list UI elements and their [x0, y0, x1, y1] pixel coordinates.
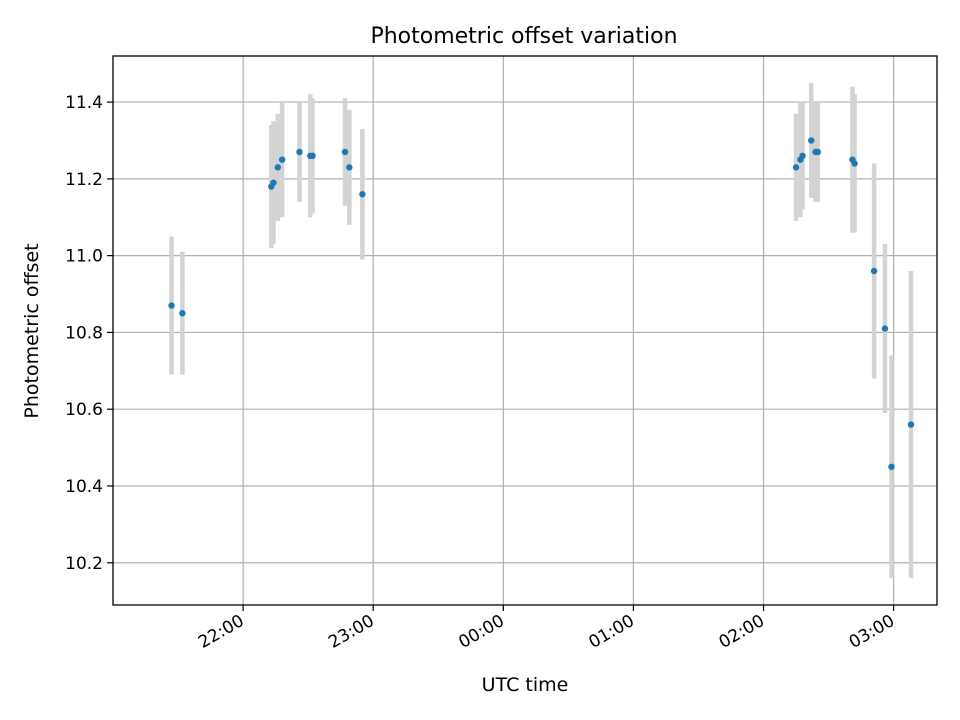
data-point: [851, 160, 858, 167]
data-point: [881, 325, 889, 332]
x-tick-label: 23:00: [325, 611, 377, 653]
data-point: [346, 164, 353, 171]
data-point: [907, 421, 915, 428]
y-tick-label: 10.6: [65, 400, 103, 420]
data-point: [808, 137, 815, 144]
y-axis-label: Photometric offset: [21, 243, 43, 418]
data-point: [814, 148, 821, 156]
x-tick-label: 03:00: [846, 611, 898, 653]
x-axis-ticks: 22:00 23:00 00:00 01:00 02:00 03:00: [195, 605, 898, 653]
data-point: [309, 152, 316, 160]
data-point: [179, 310, 186, 317]
data-point: [270, 179, 277, 186]
y-tick-label: 10.2: [65, 554, 103, 574]
data-point: [888, 463, 895, 470]
data-point: [278, 156, 286, 163]
y-axis-ticks: 10.2 10.4 10.6 10.8 11.0 11.2 11.4: [65, 93, 113, 574]
chart-title: Photometric offset variation: [370, 24, 677, 49]
y-tick-label: 10.8: [65, 323, 103, 343]
x-tick-label: 22:00: [195, 611, 247, 653]
y-tick-label: 11.4: [65, 93, 103, 113]
data-point: [870, 267, 878, 275]
x-axis-label: UTC time: [482, 674, 569, 696]
data-point: [168, 302, 175, 309]
y-tick-label: 11.0: [65, 247, 103, 267]
data-point: [799, 152, 806, 160]
data-points: [168, 137, 915, 470]
data-point: [341, 148, 349, 156]
x-tick-label: 02:00: [716, 611, 768, 653]
y-tick-label: 11.2: [65, 170, 103, 190]
data-point: [792, 164, 800, 171]
data-point: [274, 164, 281, 171]
plot-frame: [112, 55, 938, 606]
x-tick-label: 00:00: [455, 611, 507, 653]
data-point: [359, 191, 366, 198]
data-point: [296, 148, 303, 156]
x-tick-label: 01:00: [585, 611, 637, 653]
y-tick-label: 10.4: [65, 477, 103, 497]
